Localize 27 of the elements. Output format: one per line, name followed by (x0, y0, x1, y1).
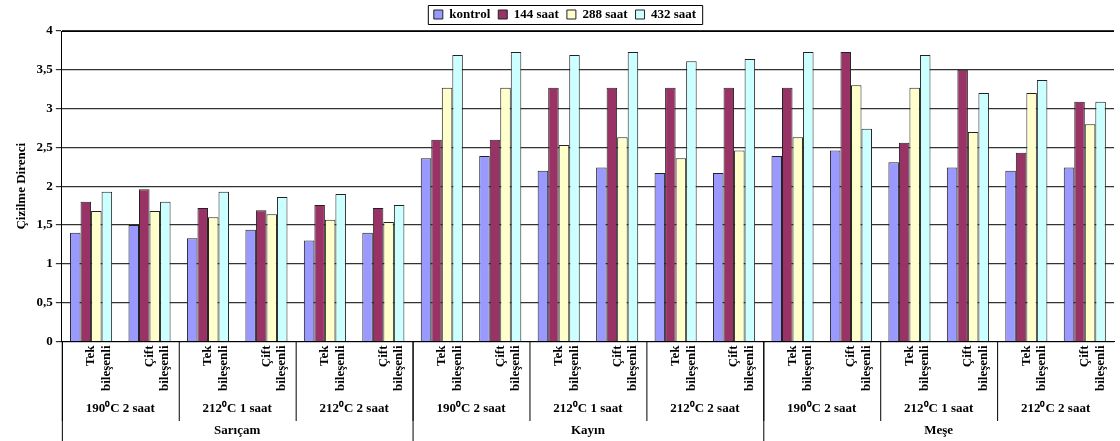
y-tick-label: 1 (46, 255, 53, 271)
text: Kayın (570, 422, 606, 438)
text: Sarıçam (214, 422, 261, 438)
y-tick-label: 2 (46, 177, 53, 193)
legend-label: kontrol (449, 5, 491, 21)
text: 212⁰C 2 saat (670, 400, 741, 416)
legend-label: 432 saat (651, 5, 697, 21)
y-tick-label: 1,5 (36, 216, 54, 232)
text: 212⁰C 2 saat (1020, 400, 1091, 416)
text: 212⁰C 1 saat (202, 400, 273, 416)
text: 190⁰C 2 saat (85, 400, 156, 416)
text: 212⁰C 1 saat (553, 400, 624, 416)
y-tick-label: 2,5 (36, 138, 54, 154)
y-tick-label: 4 (46, 22, 54, 38)
text: Meşe (924, 422, 954, 438)
legend-label: 144 saat (513, 5, 560, 21)
y-tick-label: 0 (46, 332, 53, 348)
x-tick-label: Tek bileşenli (82, 344, 114, 392)
y-axis-title: Çizilme Direnci (13, 142, 29, 230)
text: 212⁰C 1 saat (904, 400, 974, 416)
text: 212⁰C 2 saat (319, 400, 390, 416)
y-tick-label: 3,5 (36, 61, 54, 77)
y-tick-label: 0,5 (36, 294, 54, 310)
text: 190⁰C 2 saat (787, 400, 858, 416)
y-tick-label: 3 (46, 99, 54, 115)
text: 190⁰C 2 saat (436, 400, 507, 416)
legend-label: 288 saat (582, 5, 629, 21)
